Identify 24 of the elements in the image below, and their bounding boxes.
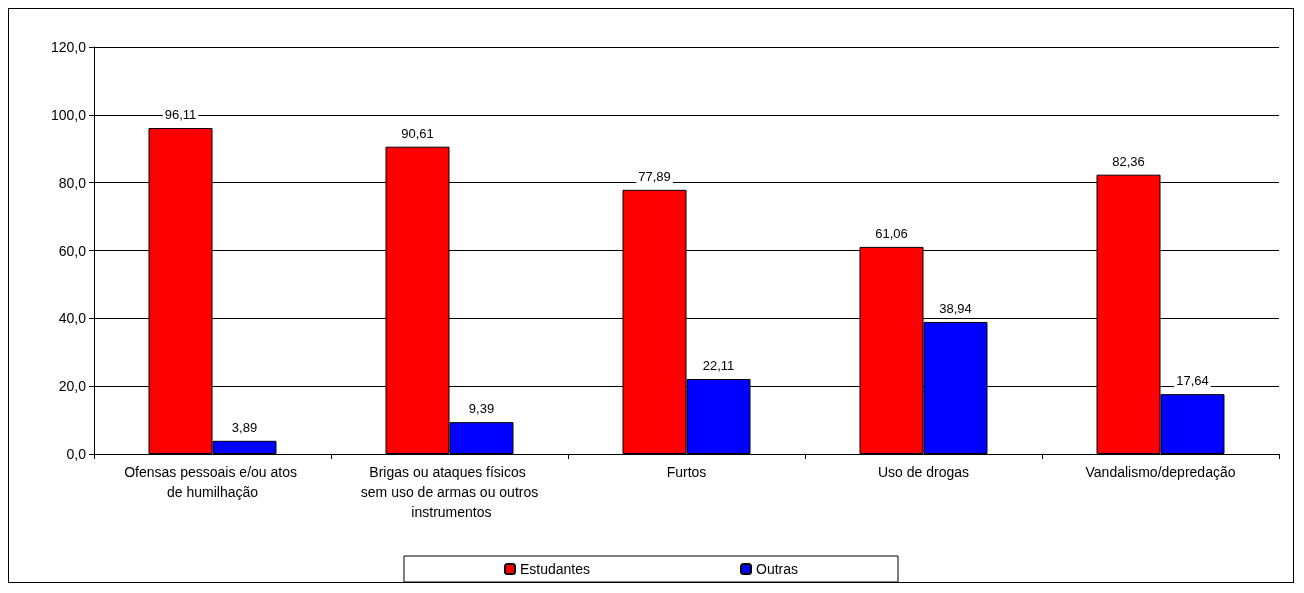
- data-label: 61,06: [875, 225, 908, 241]
- data-label: 38,94: [939, 300, 972, 316]
- legend-label: Outras: [756, 561, 799, 577]
- x-tick-label: Vandalismo/depredação: [1085, 464, 1236, 480]
- x-tick-label: Furtos: [666, 464, 707, 480]
- y-tick-label: 40,0: [58, 310, 87, 327]
- data-label: 82,36: [1112, 153, 1145, 169]
- data-label: 90,61: [401, 125, 434, 141]
- data-label: 3,89: [231, 419, 258, 435]
- data-label: 17,64: [1176, 373, 1209, 389]
- data-label: 22,11: [702, 358, 735, 374]
- y-tick-label: 100,0: [50, 106, 87, 123]
- data-label: 96,11: [164, 107, 197, 123]
- y-tick-label: 120,0: [50, 39, 87, 55]
- x-tick-label: Uso de drogas: [877, 464, 970, 480]
- y-tick-label: 60,0: [58, 242, 87, 259]
- legend-label: Estudantes: [519, 561, 591, 577]
- data-label: 77,89: [638, 168, 671, 184]
- y-tick-label: 0,0: [66, 446, 87, 462]
- x-tick-label: Ofensas pessoais e/ou atos de humilhação: [124, 464, 301, 500]
- data-label: 9,39: [468, 401, 495, 417]
- x-tick-label: Brigas ou ataques físicos sem uso de armas ou outros instrumentos: [360, 464, 539, 520]
- y-tick-label: 80,0: [58, 174, 87, 191]
- y-tick-label: 20,0: [58, 378, 87, 395]
